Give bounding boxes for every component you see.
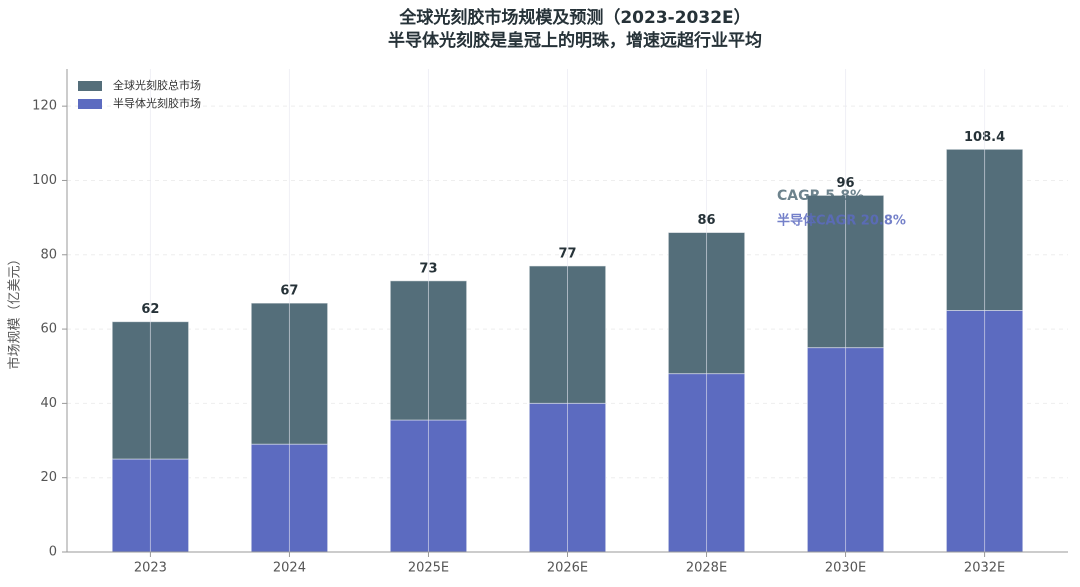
y-tick-label: 20: [40, 470, 57, 485]
x-tick-label: 2030E: [825, 561, 866, 576]
y-axis-label: 市场规模（亿美元）: [7, 252, 23, 369]
annotation: CAGR 5.8%: [777, 188, 864, 204]
y-tick-label: 0: [49, 545, 57, 560]
legend-swatch: [78, 81, 102, 91]
legend-swatch: [78, 99, 102, 109]
y-tick-label: 40: [40, 396, 57, 411]
x-tick-label: 2023: [134, 561, 167, 576]
x-tick-label: 2025E: [408, 561, 449, 576]
x-tick-label: 2024: [273, 561, 306, 576]
y-tick-label: 80: [40, 247, 57, 262]
y-tick-label: 120: [32, 99, 57, 114]
chart-title: 全球光刻胶市场规模及预测（2023-2032E）: [398, 7, 750, 28]
chart-subtitle: 半导体光刻胶是皇冠上的明珠，增速远超行业平均: [388, 30, 762, 51]
y-tick-label: 60: [40, 322, 57, 337]
legend-label: 全球光刻胶总市场: [113, 78, 201, 92]
legend-label: 半导体光刻胶市场: [113, 96, 201, 110]
x-tick-label: 2028E: [686, 561, 727, 576]
x-tick-label: 2026E: [547, 561, 588, 576]
y-tick-label: 100: [32, 173, 57, 188]
x-tick-label: 2032E: [964, 561, 1005, 576]
annotation: 半导体CAGR 20.8%: [777, 213, 906, 229]
